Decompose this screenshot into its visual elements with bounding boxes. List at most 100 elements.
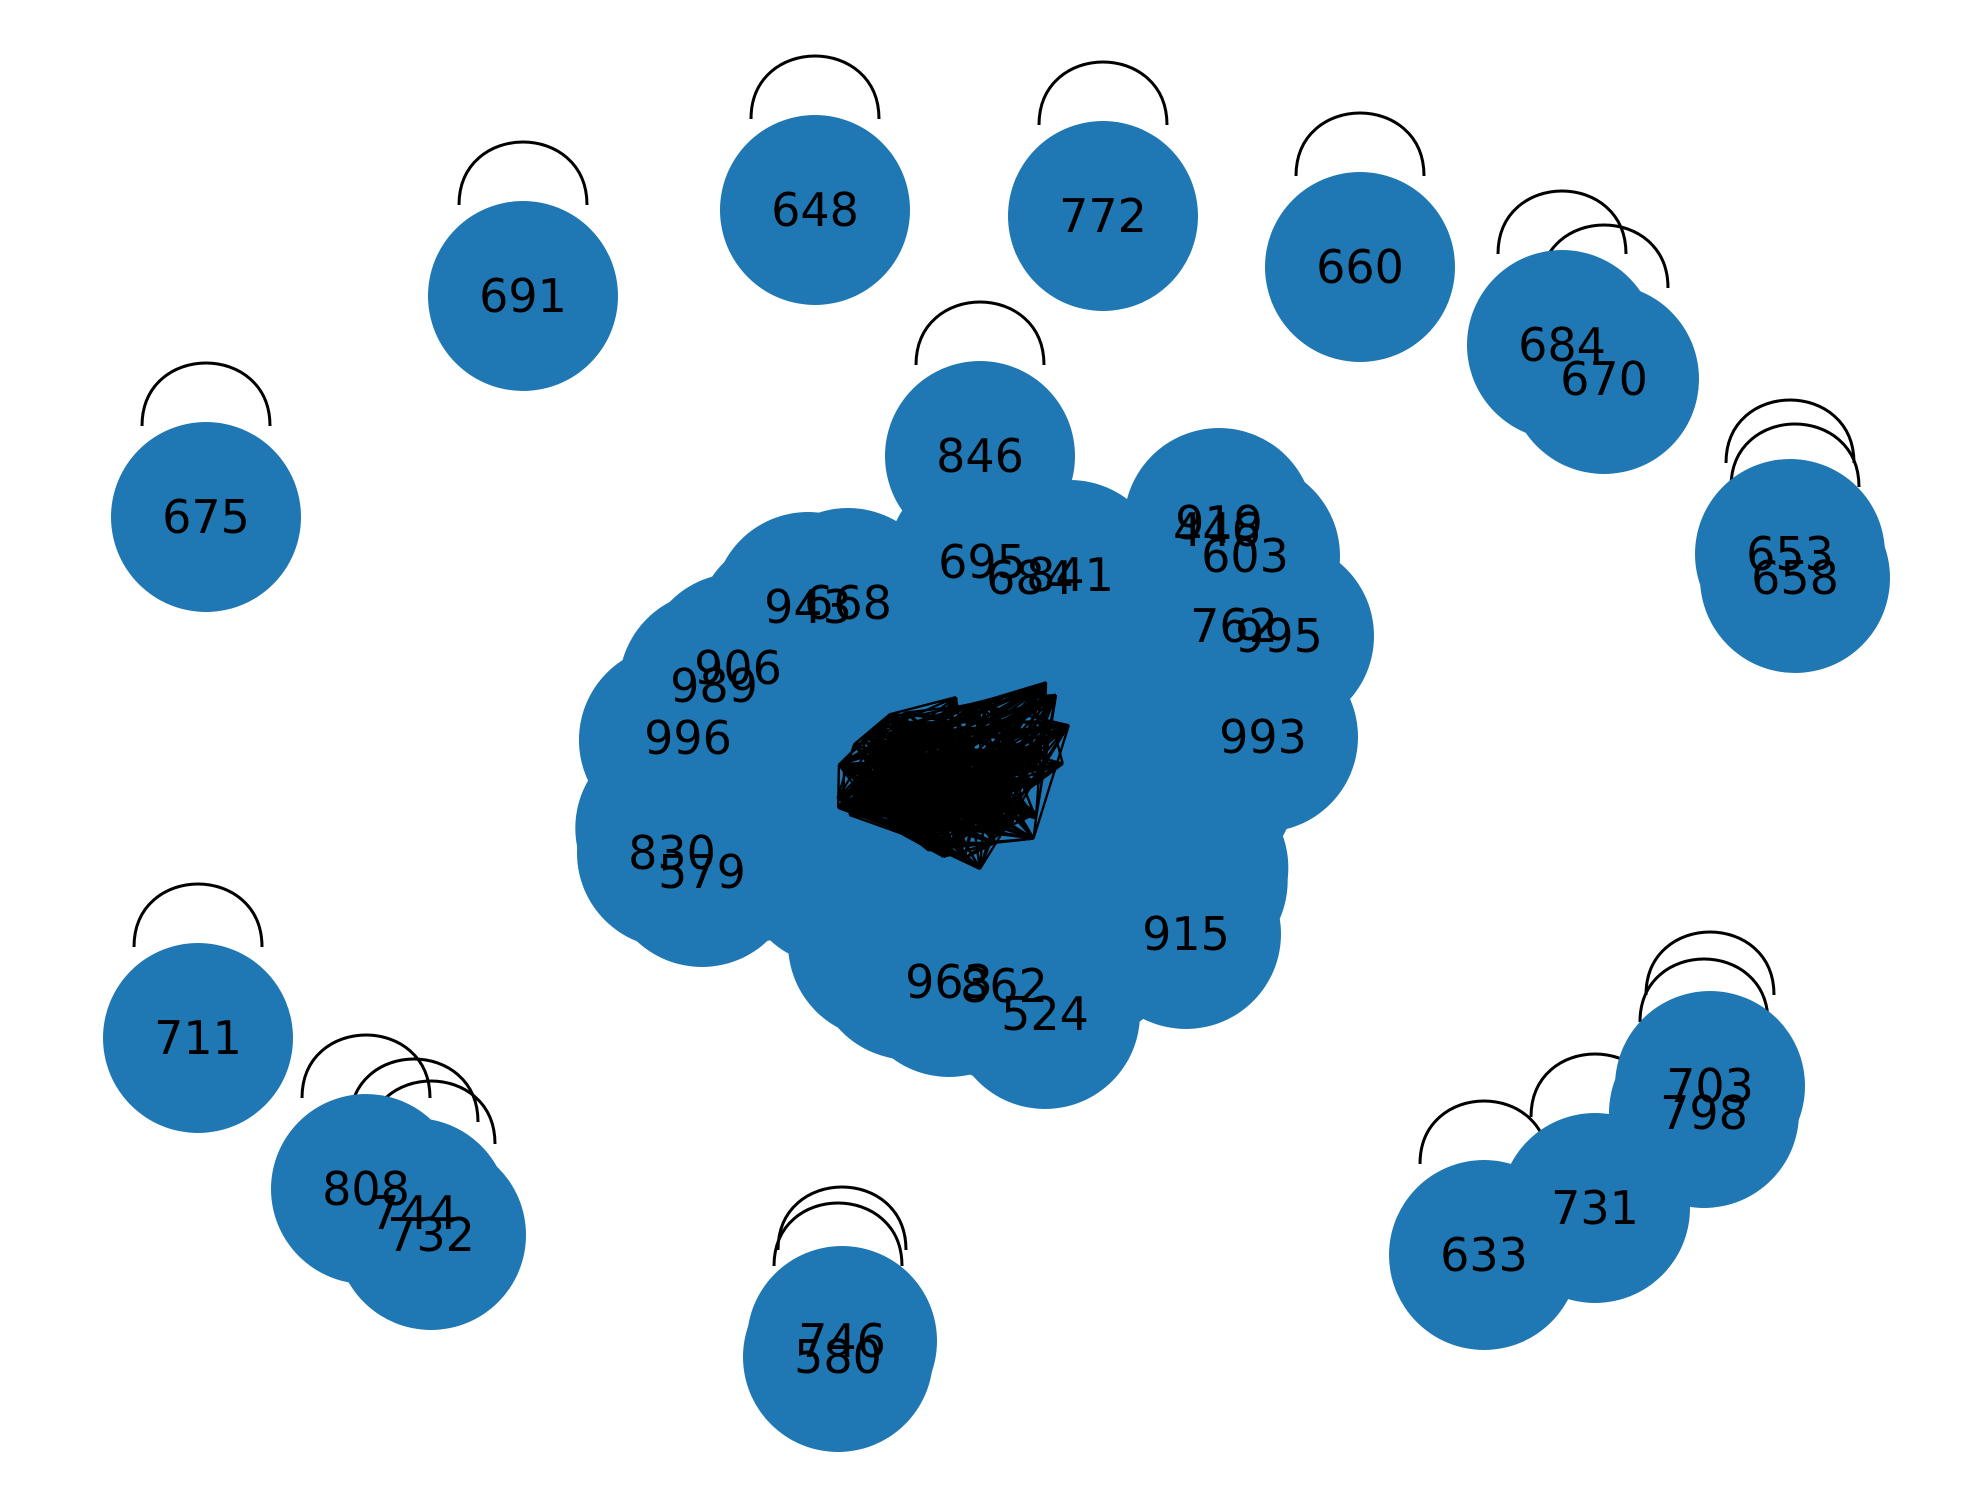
cluster-edge <box>877 754 985 786</box>
node-label-603: 603 <box>1201 529 1289 583</box>
node-648 <box>720 115 910 305</box>
node-772 <box>1008 121 1198 311</box>
cluster-edge <box>873 752 1040 785</box>
node-label-668: 668 <box>804 576 892 630</box>
node-label-996: 996 <box>644 711 732 765</box>
node-841 <box>975 480 1165 670</box>
cluster-edge <box>836 764 841 808</box>
node-label-798: 798 <box>1660 1086 1748 1140</box>
self-loop-808 <box>300 1033 432 1099</box>
cluster-edge <box>842 803 954 847</box>
node-label-703: 703 <box>1666 1059 1754 1113</box>
cluster-edge <box>943 721 953 795</box>
node-691 <box>428 201 618 391</box>
self-loop-658 <box>1729 422 1861 488</box>
node-label-670: 670 <box>1560 352 1648 406</box>
self-loop-580 <box>772 1201 904 1267</box>
cluster-edge <box>978 724 1070 870</box>
self-loop-772 <box>1037 60 1169 126</box>
self-loop-675 <box>140 361 272 427</box>
node-label-906: 906 <box>694 641 782 695</box>
node-658 <box>1700 483 1890 673</box>
node-label-993: 993 <box>1219 710 1307 764</box>
node-label-746: 746 <box>798 1314 886 1368</box>
cluster-edge <box>1032 724 1070 839</box>
cluster-edge <box>878 752 951 757</box>
cluster-edge <box>843 762 1034 840</box>
node-label-830: 830 <box>628 826 716 880</box>
cluster-edge <box>950 767 1003 796</box>
node-label-731: 731 <box>1551 1181 1639 1235</box>
cluster-edge <box>917 802 983 844</box>
node-label-989: 989 <box>670 659 758 713</box>
node-label-695: 695 <box>938 535 1026 589</box>
node-label-675: 675 <box>162 490 250 544</box>
cluster-edge <box>926 841 981 870</box>
node-670 <box>1509 284 1699 474</box>
cluster-edge <box>865 760 952 794</box>
self-loop-711 <box>132 882 264 948</box>
cluster-edge <box>938 720 1052 724</box>
node-906 <box>643 573 833 763</box>
node-label-841: 841 <box>1026 548 1114 602</box>
self-loop-653 <box>1724 398 1856 464</box>
cluster-edge <box>838 722 885 766</box>
node-963 <box>854 887 1044 1077</box>
self-loop-660 <box>1294 111 1426 177</box>
cluster-edge <box>862 696 957 739</box>
cluster-edge <box>863 796 945 858</box>
node-label-772: 772 <box>1059 189 1147 243</box>
node-label-943: 943 <box>764 580 852 634</box>
self-loops-layer <box>132 54 1861 1267</box>
self-loop-846 <box>914 300 1046 366</box>
cluster-edge <box>877 766 1040 785</box>
cluster-edge <box>854 724 1069 746</box>
node-label-963: 963 <box>905 955 993 1009</box>
cluster-edge <box>1001 762 1064 798</box>
node-label-691: 691 <box>479 269 567 323</box>
self-loop-703 <box>1644 930 1776 996</box>
node-label-732: 732 <box>387 1208 475 1262</box>
node-label-808: 808 <box>322 1162 410 1216</box>
node-label-915: 915 <box>1142 907 1230 961</box>
cluster-edge <box>889 695 957 716</box>
cluster-edge <box>946 756 966 820</box>
node-915 <box>1091 839 1281 1029</box>
cluster-edge <box>849 813 1034 840</box>
node-label-744: 744 <box>370 1186 458 1240</box>
labels-layer: 648 7726916606846706758466536587117037987… <box>154 183 1839 1384</box>
node-label-995: 995 <box>1235 609 1323 663</box>
node-label-524: 524 <box>1001 987 1089 1041</box>
node-633 <box>1389 1160 1579 1350</box>
cluster-edge <box>974 804 1013 827</box>
cluster-edge <box>842 764 846 805</box>
node-label-633: 633 <box>1440 1228 1528 1282</box>
self-loop-648 <box>749 54 881 120</box>
node-label-580: 580 <box>794 1330 882 1384</box>
node-label-762: 762 <box>1190 599 1278 653</box>
cluster-edge <box>981 802 1035 814</box>
node-675 <box>111 422 301 612</box>
node-label-660: 660 <box>1316 240 1404 294</box>
cluster-edge <box>872 702 975 756</box>
cluster-edge <box>887 790 949 849</box>
node-label-684: 684 <box>1518 318 1606 372</box>
cluster-edge <box>1001 684 1047 798</box>
node-580 <box>743 1262 933 1452</box>
node-label-658: 658 <box>1751 551 1839 605</box>
cluster-edge <box>911 681 1047 748</box>
cluster-edge <box>853 722 903 784</box>
node-label-579: 579 <box>658 845 746 899</box>
node-993 <box>1168 642 1358 832</box>
node-label-446: 446 <box>1173 503 1261 557</box>
node-label-862: 862 <box>960 959 1048 1013</box>
cluster-edge <box>872 753 996 815</box>
cluster-edge <box>954 696 982 870</box>
cluster-edge <box>867 783 985 796</box>
cluster-edge <box>877 754 930 851</box>
node-label-711: 711 <box>154 1011 242 1065</box>
node-label-648: 648 <box>771 183 859 237</box>
cluster-edge <box>947 817 998 834</box>
node-732 <box>336 1140 526 1330</box>
